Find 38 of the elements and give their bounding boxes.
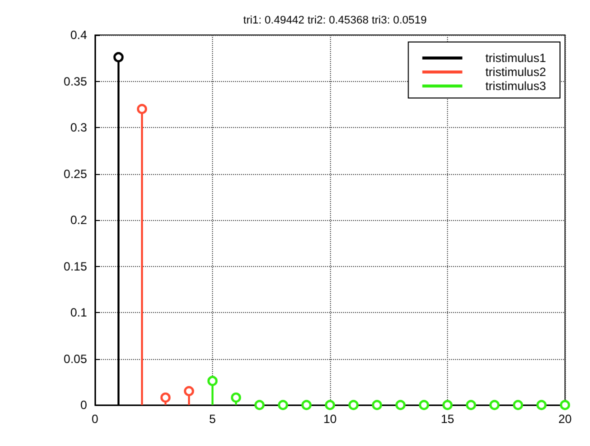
y-tick-label: 0.35 (64, 74, 88, 88)
point (184, 386, 194, 396)
point (324, 400, 336, 410)
x-tick-label: 20 (558, 412, 572, 426)
y-tick-label: 0.3 (70, 120, 88, 134)
point (230, 392, 242, 403)
y-tick-label: 0.05 (64, 352, 88, 366)
legend-label: tristimulus1 (485, 51, 546, 65)
legend-label: tristimulus2 (485, 65, 546, 79)
point (560, 400, 570, 410)
point (348, 400, 359, 410)
point (512, 400, 524, 410)
point (372, 400, 382, 410)
point (113, 52, 124, 62)
y-tick-label: 0.2 (70, 213, 88, 227)
y-tick-label: 0 (80, 398, 88, 412)
x-tick-label: 0 (92, 412, 99, 426)
point (466, 400, 476, 410)
point (442, 400, 453, 410)
x-tick-label: 5 (209, 412, 216, 426)
y-tick-label: 0.1 (70, 306, 88, 320)
point (160, 392, 171, 403)
y-tick-label: 0.15 (64, 259, 88, 274)
point (301, 400, 312, 410)
x-tick-label: 15 (440, 412, 454, 426)
point (418, 400, 430, 410)
point (278, 400, 288, 410)
point (136, 104, 148, 114)
chart-title: tri1: 0.49442 tri2: 0.45368 tri3: 0.0519 (243, 14, 427, 26)
legend-label: tristimulus3 (485, 79, 546, 93)
y-tick-label: 0.25 (64, 166, 88, 181)
point (254, 400, 265, 410)
y-tick-label: 0.4 (70, 28, 88, 42)
point (536, 400, 547, 410)
point (489, 400, 500, 410)
point (207, 376, 218, 386)
point (395, 400, 406, 410)
x-tick-label: 10 (323, 412, 337, 426)
